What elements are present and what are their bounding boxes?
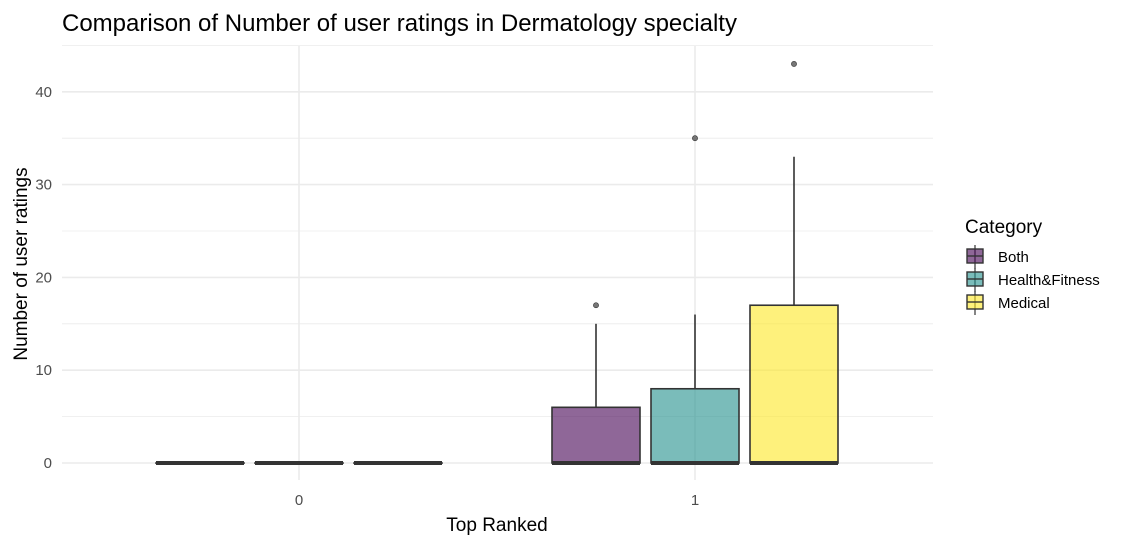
y-tick-label: 20 (35, 269, 52, 286)
box (551, 406, 641, 464)
ticks: 0 10 20 30 40 0 1 (35, 84, 699, 509)
outlier-point (692, 135, 698, 142)
x-tick-label: 1 (691, 492, 699, 509)
outlier-point (593, 302, 599, 309)
boxes (155, 61, 839, 465)
legend-title: Category (965, 217, 1043, 238)
outlier-point (791, 61, 797, 67)
legend-label: Health&Fitness (998, 272, 1100, 289)
y-tick-label: 30 (35, 177, 52, 194)
legend: Category Both Health&Fitness Medical (965, 217, 1100, 315)
x-tick-label: 0 (295, 492, 303, 509)
legend-label: Medical (998, 295, 1050, 312)
legend-label: Both (998, 249, 1029, 266)
box (749, 304, 839, 464)
x-axis-title: Top Ranked (446, 515, 547, 536)
y-tick-label: 0 (44, 455, 52, 472)
y-tick-label: 10 (35, 362, 52, 379)
chart-title: Comparison of Number of user ratings in … (62, 10, 737, 37)
box (650, 387, 740, 464)
y-tick-label: 40 (35, 84, 52, 101)
y-axis-title: Number of user ratings (11, 167, 32, 360)
